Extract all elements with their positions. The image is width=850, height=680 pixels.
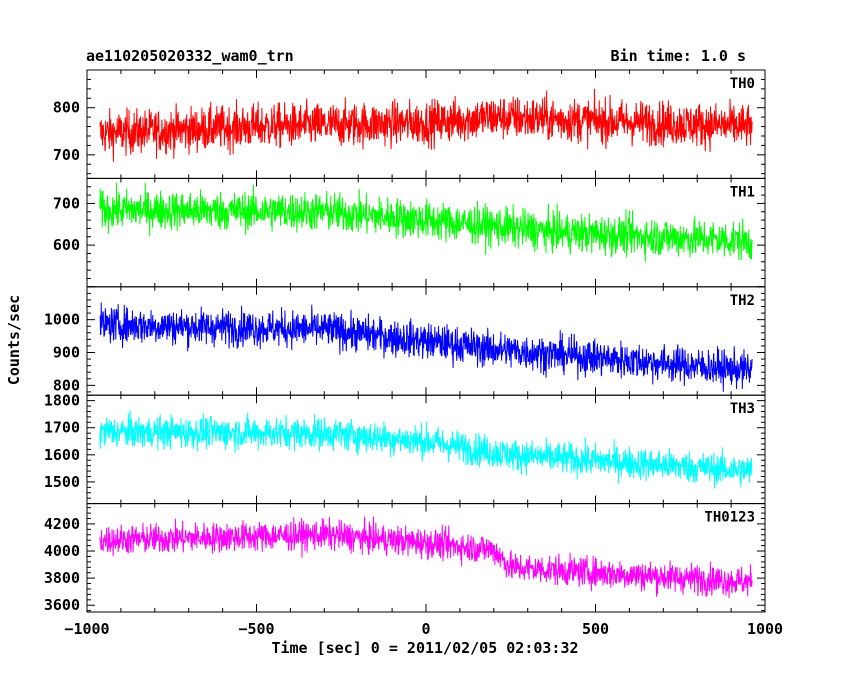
y-tick-label: 1500 bbox=[44, 473, 80, 491]
x-axis-title: Time [sec] 0 = 2011/02/05 02:03:32 bbox=[271, 639, 578, 657]
y-tick-label: 800 bbox=[53, 99, 80, 117]
series-th1 bbox=[99, 182, 753, 263]
panel-label-th0: TH0 bbox=[730, 76, 755, 92]
panel-label-th0123: TH0123 bbox=[704, 510, 755, 526]
panel-label-th2: TH2 bbox=[730, 293, 755, 309]
y-axis-title: Counts/sec bbox=[5, 295, 23, 385]
panel-th3: 1500 1600 1700 1800 TH3 bbox=[44, 392, 766, 505]
y-tick-label: 1000 bbox=[44, 311, 80, 329]
y-tick-label: 800 bbox=[53, 376, 80, 394]
series-th0123 bbox=[99, 516, 753, 599]
y-tick-label: 3800 bbox=[44, 569, 80, 587]
panel-frame bbox=[86, 503, 766, 613]
x-tick-label: 500 bbox=[582, 620, 609, 638]
x-tick-label: −1000 bbox=[64, 620, 109, 638]
y-tick-label: 4000 bbox=[44, 542, 80, 560]
y-tick-label: 4200 bbox=[44, 515, 80, 533]
x-tick-label: −500 bbox=[238, 620, 274, 638]
y-tick-label: 3600 bbox=[44, 596, 80, 614]
x-tick-label: 0 bbox=[421, 620, 430, 638]
panel-th0: 700 800 TH0 bbox=[53, 69, 766, 179]
x-tick-labels: −1000 −500 0 500 1000 bbox=[64, 620, 783, 638]
y-tick-label: 700 bbox=[53, 146, 80, 164]
y-tick-label: 700 bbox=[53, 194, 80, 212]
panel-label-th3: TH3 bbox=[730, 401, 755, 417]
panel-th1: 600 700 TH1 bbox=[53, 177, 766, 288]
panel-th0123: 3600 3800 4000 4200 TH0123 bbox=[44, 503, 766, 614]
panel-label-th1: TH1 bbox=[730, 184, 755, 200]
panel-th2: 800 900 1000 TH2 bbox=[44, 286, 766, 396]
y-tick-label: 1600 bbox=[44, 446, 80, 464]
y-tick-label: 1700 bbox=[44, 419, 80, 437]
x-tick-label: 1000 bbox=[747, 620, 783, 638]
series-th0 bbox=[99, 88, 753, 162]
series-th2 bbox=[99, 302, 753, 392]
y-tick-label: 1800 bbox=[44, 392, 80, 410]
chart-title-left: ae110205020332_wam0_trn bbox=[86, 47, 294, 65]
series-th3 bbox=[99, 410, 753, 489]
y-tick-label: 900 bbox=[53, 343, 80, 361]
panel-frame bbox=[86, 394, 766, 505]
chart-title-right: Bin time: 1.0 s bbox=[611, 47, 746, 65]
y-tick-label: 600 bbox=[53, 236, 80, 254]
panels-group: 700800TH0600700TH18009001000TH2150016001… bbox=[44, 69, 766, 614]
